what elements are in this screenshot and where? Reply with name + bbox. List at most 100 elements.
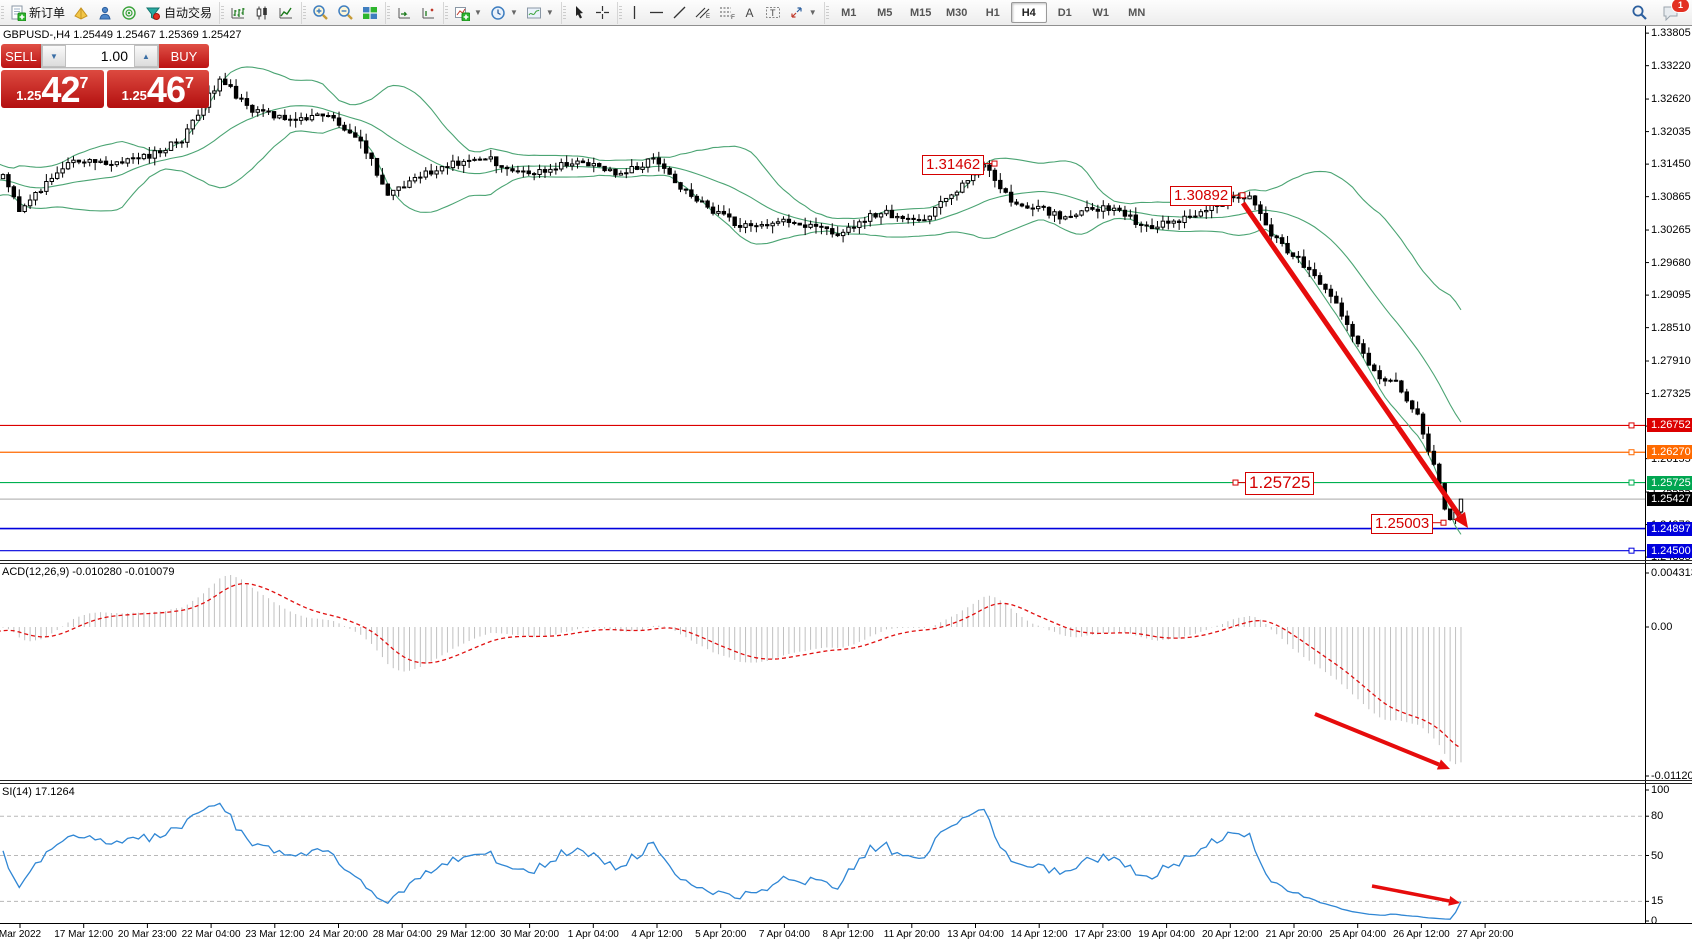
chart-shift-icon [420, 5, 436, 21]
candlestick-button[interactable] [250, 2, 274, 24]
toolbar-right: 1 [1627, 0, 1692, 24]
market-watch-icon [97, 5, 113, 21]
timeframe-H1[interactable]: H1 [985, 6, 1000, 19]
bid-price-big: 42 [41, 69, 80, 110]
indicators-icon [454, 5, 471, 21]
signals-icon [121, 5, 137, 21]
search-button[interactable] [1627, 2, 1652, 24]
ask-price-panel[interactable]: 1.25 46 7 [106, 69, 209, 110]
timeframe-MN[interactable]: MN [1128, 6, 1146, 19]
new-order-label: 新订单 [29, 6, 66, 20]
arrows-button[interactable]: ▼ [785, 2, 821, 24]
tile-windows-icon [362, 5, 378, 21]
arrows-icon [789, 5, 805, 20]
market-watch-button[interactable] [93, 2, 117, 24]
toolbar-group-zoom [301, 1, 385, 24]
auto-scroll-button[interactable] [392, 2, 416, 24]
bar-chart-icon [230, 5, 246, 21]
timeframe-W1[interactable]: W1 [1092, 6, 1109, 19]
buy-button[interactable]: BUY [159, 44, 209, 68]
candlestick-icon [254, 5, 270, 21]
text-label-button[interactable]: T [761, 2, 785, 24]
text-button[interactable]: A [739, 2, 761, 24]
timeframe-M15[interactable]: M15 [910, 6, 932, 19]
templates-button[interactable]: ▼ [522, 2, 558, 24]
zoom-in-button[interactable] [308, 2, 333, 24]
channel-icon: E [695, 5, 711, 20]
svg-text:A: A [745, 6, 753, 20]
toolbar-group-timeframes: M1 M5 M15 M30 H1 H4 D1 W1 MN [823, 1, 1158, 24]
indicators-caret[interactable]: ▼ [474, 8, 482, 17]
bar-chart-button[interactable] [226, 2, 250, 24]
toolbar-group-chart-type [219, 1, 301, 24]
fibonacci-icon: F [719, 5, 735, 20]
clock-icon [490, 5, 506, 21]
line-chart-button[interactable] [274, 2, 298, 24]
one-click-trading-widget: SELL ▼ ▲ BUY 1.25427 1.25467 [1, 44, 209, 108]
crosshair-icon [595, 5, 610, 20]
timeframe-M5[interactable]: M5 [877, 6, 893, 19]
vline-button[interactable] [624, 2, 645, 24]
bid-price-prefix: 1.25 [16, 88, 42, 103]
timeframe-M1[interactable]: M1 [841, 6, 857, 19]
autotrade-icon [145, 5, 161, 21]
svg-text:T: T [770, 8, 776, 18]
sell-button[interactable]: SELL [1, 44, 41, 68]
bid-price-pip: 7 [79, 75, 89, 92]
template-icon [526, 5, 542, 21]
volume-stepper: ▼ ▲ [41, 44, 159, 68]
tile-windows-button[interactable] [358, 2, 382, 24]
svg-text:E: E [706, 14, 710, 20]
ask-price-pip: 7 [184, 75, 194, 92]
chart-profile-icon [73, 5, 89, 21]
zoom-in-icon [312, 4, 329, 21]
chart-shift-button[interactable] [416, 2, 440, 24]
channel-button[interactable]: E [691, 2, 715, 24]
toolbar-group-autoscroll [385, 1, 443, 24]
cursor-icon [572, 5, 587, 20]
charts-button[interactable] [69, 2, 93, 24]
timeframe-M30[interactable]: M30 [946, 6, 968, 19]
bid-price-panel[interactable]: 1.25 42 7 [1, 70, 104, 108]
autotrade-label: 自动交易 [164, 6, 213, 20]
signals-button[interactable] [117, 2, 141, 24]
new-order-icon [10, 5, 26, 21]
autotrade-button[interactable]: 自动交易 [141, 2, 216, 24]
notifications-button[interactable]: 1 [1658, 0, 1690, 24]
toolbar-group-tools: ▼ ▼ ▼ [443, 1, 561, 24]
svg-text:F: F [731, 14, 735, 20]
notification-badge: 1 [1671, 0, 1690, 13]
crosshair-button[interactable] [591, 2, 614, 24]
toolbar-group-objects: E F A T ▼ [616, 1, 824, 24]
text-icon: A [743, 5, 757, 20]
new-order-button[interactable]: 新订单 [6, 2, 69, 24]
volume-increase-button[interactable]: ▲ [134, 45, 158, 67]
ask-price-big: 46 [146, 69, 186, 110]
timeframe-D1[interactable]: D1 [1057, 6, 1072, 19]
zoom-out-button[interactable] [333, 2, 358, 24]
volume-input[interactable] [66, 45, 134, 67]
indicators-button[interactable]: ▼ [450, 2, 486, 24]
text-label-icon: T [765, 5, 781, 20]
templates-caret[interactable]: ▼ [545, 8, 554, 17]
fibonacci-button[interactable]: F [715, 2, 739, 24]
auto-scroll-icon [396, 5, 412, 21]
volume-decrease-button[interactable]: ▼ [42, 45, 66, 67]
arrows-caret[interactable]: ▼ [808, 8, 817, 17]
hline-button[interactable] [645, 2, 668, 24]
hline-icon [649, 6, 664, 19]
periods-caret[interactable]: ▼ [509, 8, 518, 17]
timeframe-H4[interactable]: H4 [1010, 2, 1047, 23]
vline-icon [628, 5, 641, 20]
line-chart-icon [278, 5, 294, 21]
zoom-out-icon [337, 4, 354, 21]
cursor-button[interactable] [568, 2, 591, 24]
periods-button[interactable]: ▼ [486, 2, 522, 24]
toolbar-group-cursor [560, 1, 617, 24]
trendline-button[interactable] [668, 2, 691, 24]
trendline-icon [672, 5, 687, 20]
search-icon [1631, 4, 1648, 21]
toolbar-group-main: 新订单 自动交易 [0, 2, 219, 24]
top-toolbar: 新订单 自动交易 ▼ ▼ ▼ [0, 0, 1692, 26]
